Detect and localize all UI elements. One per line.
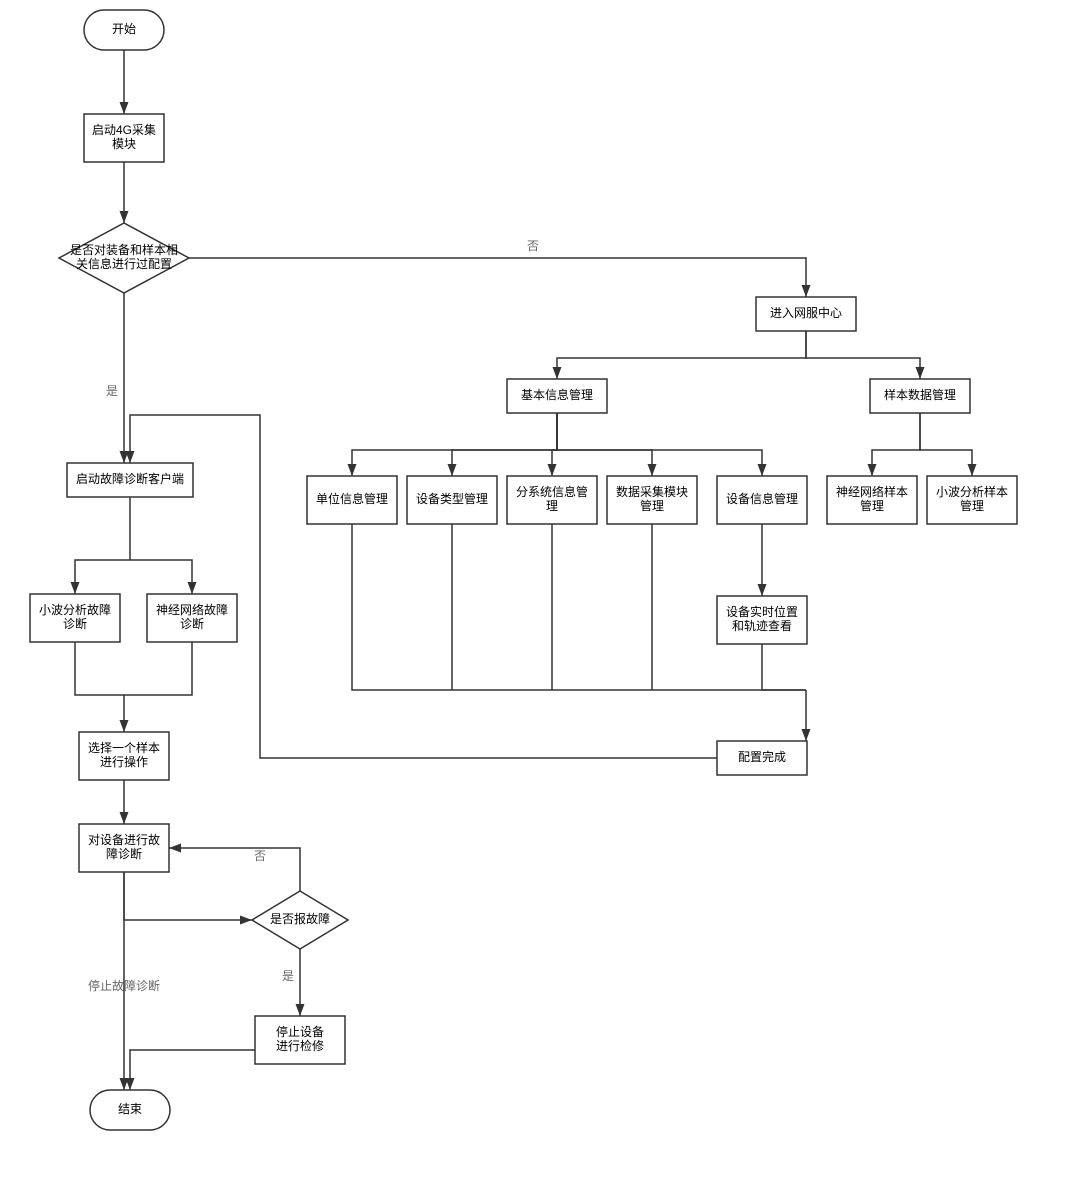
flowchart-edge [75, 642, 124, 695]
flowchart-node-start: 开始 [84, 10, 164, 50]
node-label: 单位信息管理 [316, 491, 388, 506]
flowchart-edge [762, 644, 806, 690]
flowchart-node-n4g: 启动4G采集模块 [84, 114, 164, 162]
node-label: 设备类型管理 [416, 491, 488, 506]
flowchart-edge [169, 848, 300, 891]
edge-label: 否 [527, 239, 539, 253]
node-label: 小波分析故障 [39, 602, 111, 617]
flowchart-node-dec2: 是否报故障 [252, 891, 348, 949]
flowchart-node-cfgdone: 配置完成 [717, 741, 807, 775]
flowchart-node-wavesamp: 小波分析样本管理 [927, 476, 1017, 524]
flowchart-edge [557, 413, 762, 476]
node-label: 小波分析样本 [936, 484, 1008, 499]
flowchart-node-nnfault: 神经网络故障诊断 [147, 594, 237, 642]
flowchart-edge [806, 331, 920, 379]
flowchart-node-devinfo: 设备信息管理 [717, 476, 807, 524]
node-label: 诊断 [180, 616, 204, 631]
flowchart-node-pick: 选择一个样本进行操作 [79, 732, 169, 780]
node-label: 进入网服中心 [770, 305, 842, 320]
flowchart-edge [872, 413, 920, 476]
node-label: 启动故障诊断客户端 [76, 471, 184, 486]
flowchart-node-netctr: 进入网服中心 [756, 297, 856, 331]
node-label: 基本信息管理 [521, 387, 593, 402]
flowchart-node-nnsample: 神经网络样本管理 [827, 476, 917, 524]
flowchart-edge [920, 413, 972, 476]
flowchart-edge [130, 1050, 255, 1090]
node-label: 障诊断 [106, 846, 142, 861]
node-label: 结束 [118, 1102, 142, 1116]
edge-label: 是 [106, 384, 118, 398]
node-label: 关信息进行过配置 [76, 256, 172, 271]
node-label: 进行操作 [100, 754, 148, 769]
node-label: 神经网络故障 [156, 602, 228, 617]
flowchart-node-wavefault: 小波分析故障诊断 [30, 594, 120, 642]
node-label: 配置完成 [738, 749, 786, 764]
flowchart-node-end: 结束 [90, 1090, 170, 1130]
node-label: 模块 [112, 137, 136, 151]
flowchart-edge [124, 872, 252, 920]
node-label: 设备信息管理 [726, 491, 798, 506]
node-label: 管理 [860, 498, 884, 513]
flowchart-node-subsys: 分系统信息管理 [507, 476, 597, 524]
flowchart-node-devtype: 设备类型管理 [407, 476, 497, 524]
flowchart-node-unit: 单位信息管理 [307, 476, 397, 524]
node-label: 理 [546, 499, 558, 513]
edge-label: 否 [254, 849, 266, 863]
node-label: 分系统信息管 [516, 484, 588, 499]
flowchart-edge [130, 415, 717, 758]
flowchart-node-datacol: 数据采集模块管理 [607, 476, 697, 524]
node-label: 诊断 [63, 616, 87, 631]
node-label: 是否对装备和样本相 [70, 242, 178, 257]
flowchart-edge [130, 560, 192, 594]
node-label: 对设备进行故 [88, 832, 160, 847]
node-label: 神经网络样本 [836, 484, 908, 499]
flowchart-node-sample: 样本数据管理 [870, 379, 970, 413]
node-label: 设备实时位置 [726, 604, 798, 619]
node-label: 管理 [640, 498, 664, 513]
node-label: 停止设备 [276, 1024, 324, 1039]
flowchart-edge [352, 413, 557, 476]
flowchart-node-dec1: 是否对装备和样本相关信息进行过配置 [59, 223, 189, 293]
node-label: 样本数据管理 [884, 387, 956, 402]
flowchart-node-diag: 对设备进行故障诊断 [79, 824, 169, 872]
edge-label: 是 [282, 969, 294, 983]
flowchart-edge [557, 413, 652, 476]
node-label: 是否报故障 [270, 911, 330, 926]
node-label: 启动4G采集 [92, 122, 156, 137]
node-label: 和轨迹查看 [732, 619, 792, 633]
flowchart-node-basic: 基本信息管理 [507, 379, 607, 413]
flowchart-node-client: 启动故障诊断客户端 [67, 463, 193, 497]
flowchart-node-stopdev: 停止设备进行检修 [255, 1016, 345, 1064]
flowchart-canvas: 否是否是停止故障诊断开始启动4G采集模块是否对装备和样本相关信息进行过配置进入网… [0, 0, 1075, 1203]
node-label: 开始 [112, 22, 136, 36]
flowchart-edge [452, 413, 557, 476]
node-label: 进行检修 [276, 1038, 324, 1053]
node-label: 数据采集模块 [616, 484, 688, 499]
flowchart-node-devrt: 设备实时位置和轨迹查看 [717, 596, 807, 644]
node-label: 管理 [960, 498, 984, 513]
flowchart-edge [557, 331, 806, 379]
flowchart-edge [124, 642, 192, 695]
node-label: 选择一个样本 [88, 740, 160, 755]
flowchart-edge [75, 560, 130, 594]
flowchart-edge [189, 258, 806, 297]
edge-label: 停止故障诊断 [88, 978, 160, 993]
